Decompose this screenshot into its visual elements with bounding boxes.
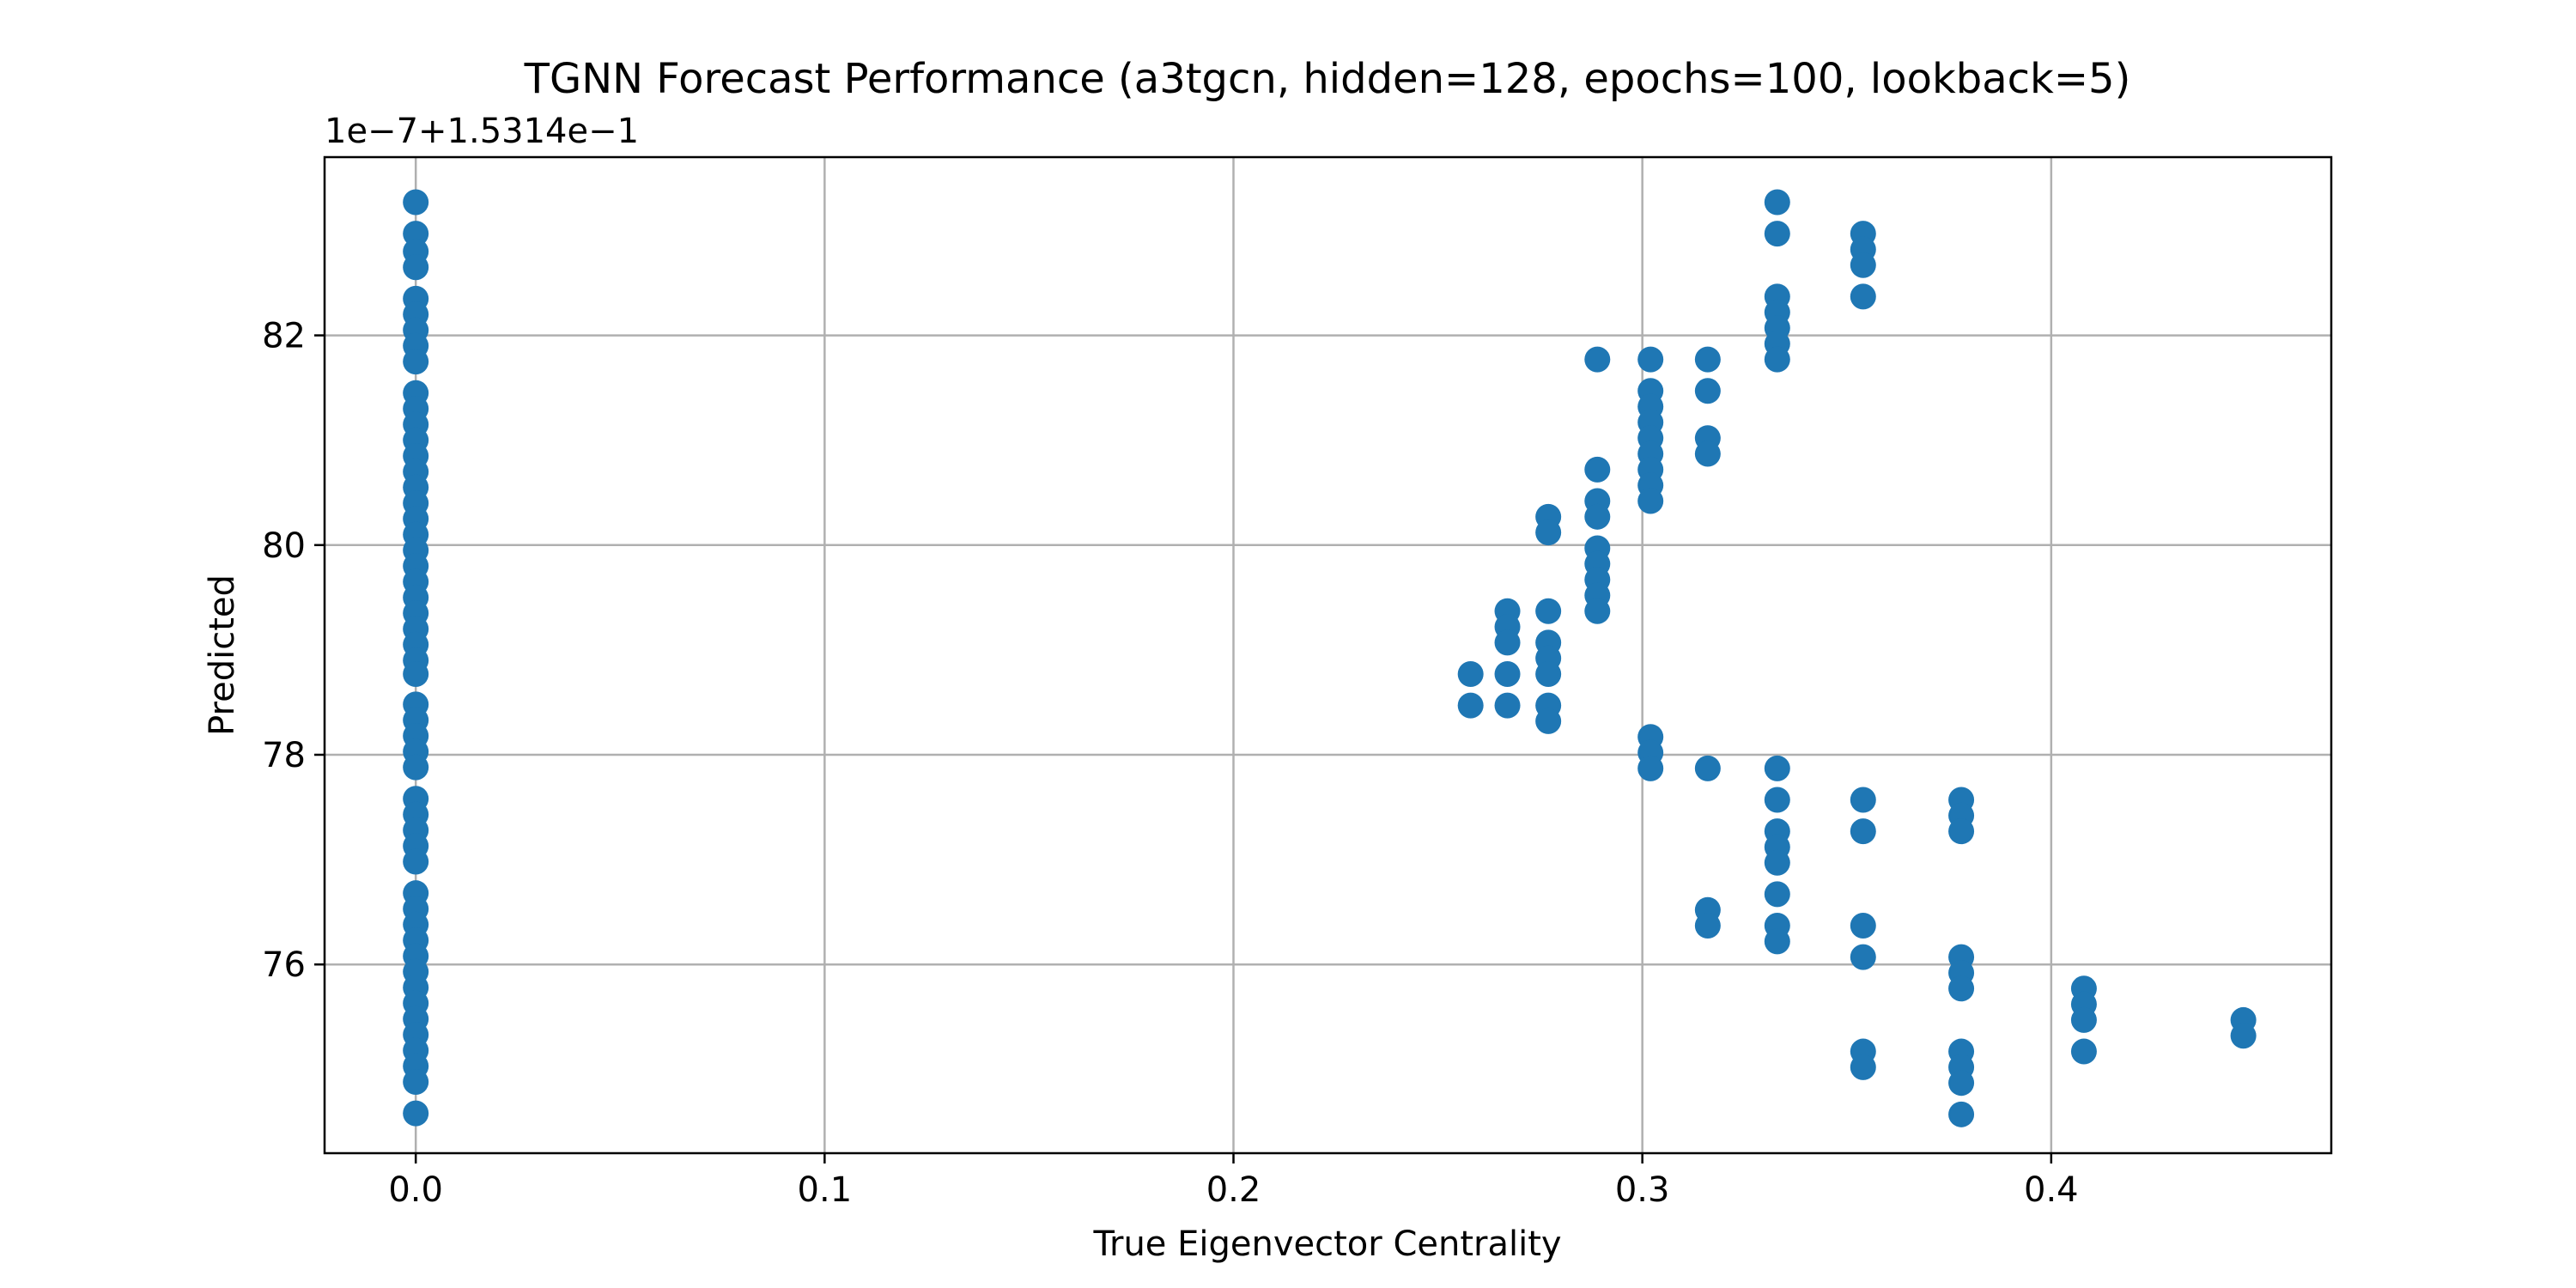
data-point [1584, 346, 1611, 373]
data-point [403, 754, 429, 781]
data-point [1694, 913, 1721, 939]
data-point [1764, 189, 1790, 216]
data-point [1850, 944, 1876, 970]
data-point [403, 349, 429, 375]
data-point [1850, 787, 1876, 813]
data-point [403, 254, 429, 281]
data-point [1850, 252, 1876, 278]
x-tick-label: 0.0 [388, 1170, 443, 1210]
data-point [1850, 1054, 1876, 1080]
data-point [1535, 660, 1562, 687]
data-point [1637, 755, 1664, 781]
x-axis-label: True Eigenvector Centrality [1092, 1224, 1561, 1264]
data-point [403, 1068, 429, 1095]
data-point [1584, 456, 1611, 483]
data-point [1637, 488, 1664, 514]
data-points [403, 189, 2257, 1127]
data-point [403, 221, 429, 247]
x-tick-label: 0.3 [1615, 1170, 1670, 1210]
data-point [1535, 598, 1562, 624]
data-point [1850, 913, 1876, 939]
data-point [1948, 975, 1975, 1002]
data-point [1457, 692, 1484, 719]
data-point [1764, 849, 1790, 876]
data-point [1764, 881, 1790, 908]
x-tick-label: 0.2 [1206, 1170, 1261, 1210]
data-point [1494, 660, 1521, 687]
x-tick-label: 0.1 [798, 1170, 853, 1210]
y-axis-ticks: 76 78 80 82 [262, 317, 325, 985]
data-point [1535, 519, 1562, 546]
data-point [1637, 346, 1664, 373]
data-point [1948, 1070, 1975, 1097]
data-point [1764, 755, 1790, 781]
data-point [1584, 598, 1611, 624]
data-point [2070, 1038, 2097, 1065]
y-axis-label: Predicted [203, 574, 242, 736]
grid [325, 157, 2331, 1153]
data-point [1850, 283, 1876, 310]
data-point [1764, 928, 1790, 955]
data-point [1694, 755, 1721, 781]
data-point [1850, 818, 1876, 845]
y-tick-label: 80 [262, 526, 306, 566]
data-point [1694, 346, 1721, 373]
data-point [1457, 660, 1484, 687]
data-point [1694, 378, 1721, 404]
chart-title: TGNN Forecast Performance (a3tgcn, hidde… [524, 55, 2131, 103]
data-point [1694, 440, 1721, 467]
y-tick-label: 78 [262, 736, 306, 775]
data-point [1494, 692, 1521, 719]
data-point [403, 1100, 429, 1127]
data-point [1764, 346, 1790, 373]
data-point [1764, 787, 1790, 813]
data-point [2070, 1006, 2097, 1033]
data-point [1948, 1101, 1975, 1127]
data-point [403, 189, 429, 216]
data-point [2230, 1023, 2257, 1049]
data-point [1948, 818, 1975, 845]
data-point [1584, 503, 1611, 530]
y-offset-label: 1e−7+1.5314e−1 [325, 112, 639, 151]
data-point [1494, 629, 1521, 656]
data-point [403, 660, 429, 687]
x-tick-label: 0.4 [2024, 1170, 2079, 1210]
data-point [1764, 221, 1790, 247]
x-axis-ticks: 0.0 0.1 0.2 0.3 0.4 [388, 1153, 2079, 1210]
y-tick-label: 76 [262, 945, 306, 985]
data-point [1535, 708, 1562, 734]
data-point [403, 848, 429, 875]
y-tick-label: 82 [262, 317, 306, 356]
plot-frame [323, 155, 2333, 1155]
